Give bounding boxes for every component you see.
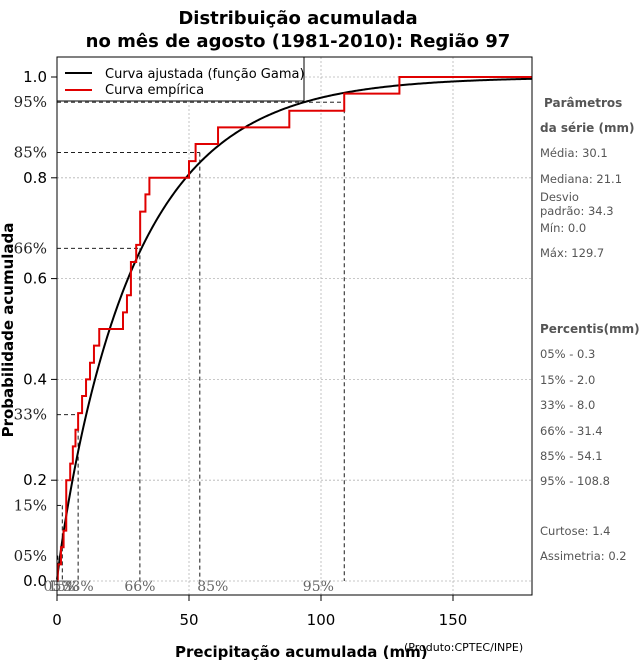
y-tick-label-4: 0.8 [23,169,47,187]
y-tick-label-0: 0.0 [23,572,47,590]
params-title-1: Parâmetros [544,96,622,110]
y-percentile-label-2: 33% [14,406,47,424]
x-axis-label: Precipitação acumulada (mm) [175,643,428,660]
x-percentile-label-4: 85% [197,579,228,595]
plot-frame [56,56,533,596]
x-percentile-label-5: 95% [303,579,334,595]
x-percentile-label-3: 66% [124,579,155,595]
y-tick-label-2: 0.4 [23,370,47,388]
y-percentile-label-4: 85% [14,144,47,162]
x-tick-label-1: 50 [179,611,198,629]
empirical-step-curve [56,76,533,582]
percentil-85: 85% - 54.1 [540,449,603,463]
y-tick-label-1: 0.2 [23,471,47,489]
x-percentile-label-0: 05% [44,579,75,595]
y-tick-label-5: 1.0 [23,68,47,86]
percentil-05: 05% - 0.3 [540,347,595,361]
percentis-title: Percentis(mm) [540,322,640,336]
legend-gamma-label: Curva ajustada (função Gama) [105,67,305,82]
curves [56,76,533,582]
y-percentile-label-1: 15% [14,496,47,514]
series-parameters-panel: Parâmetros da série (mm) Média: 30.1 Med… [540,96,640,563]
param-mediana: Mediana: 21.1 [540,172,622,186]
x-percentile-label-1: 15% [48,579,79,595]
y-percentile-label-0: 05% [14,547,47,565]
legend-empirical-label: Curva empírica [105,83,204,98]
y-percentile-label-5: 95% [14,93,47,111]
legend: Curva ajustada (função Gama) Curva empír… [56,56,305,102]
percentile-guides [57,101,345,581]
param-assimetria: Assimetria: 0.2 [540,549,627,563]
y-axis-label: Probabilidade acumulada [0,223,17,438]
gamma-fit-curve [56,77,533,580]
legend-box [56,56,305,102]
param-curtose: Curtose: 1.4 [540,524,610,538]
percentil-33: 33% - 8.0 [540,398,595,412]
y-tick-label-3: 0.6 [23,270,47,288]
grid [56,57,532,595]
chart-title-line-2: no mês de agosto (1981-2010): Região 97 [86,31,511,52]
x-tick-label-0: 0 [52,611,62,629]
param-max: Máx: 129.7 [540,246,604,260]
x-percentile-label-2: 33% [63,579,94,595]
x-tick-label-2: 100 [307,611,336,629]
chart-title-line-1: Distribuição acumulada [178,8,417,29]
params-title-2: da série (mm) [540,121,634,135]
axis-ticks: 0.00.20.40.60.81.005%15%33%66%85%95%0 50 1… [14,68,468,629]
param-desvio-2: padrão: 34.3 [540,204,614,218]
param-min: Mín: 0.0 [540,221,586,235]
percentil-95: 95% - 108.8 [540,474,610,488]
product-credit: (Produto:CPTEC/INPE) [404,641,523,654]
percentil-15: 15% - 2.0 [540,373,595,387]
param-media: Média: 30.1 [540,146,608,160]
x-tick-label-3: 150 [439,611,468,629]
y-percentile-label-3: 66% [14,239,47,257]
percentil-66: 66% - 31.4 [540,424,603,438]
param-desvio-1: Desvio [540,190,579,204]
